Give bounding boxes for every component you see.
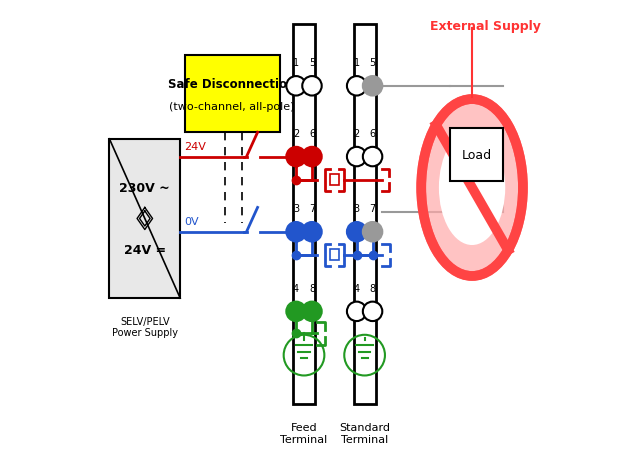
Circle shape — [363, 77, 382, 97]
Text: External Supply: External Supply — [430, 20, 541, 33]
Text: 1: 1 — [353, 58, 360, 68]
Ellipse shape — [439, 131, 505, 245]
Text: 0V: 0V — [185, 216, 199, 226]
Ellipse shape — [421, 100, 523, 276]
Bar — [450, 129, 503, 181]
Circle shape — [302, 302, 321, 322]
Bar — [330, 175, 339, 185]
Bar — [330, 250, 339, 261]
Text: 8: 8 — [369, 283, 376, 293]
Text: 5: 5 — [309, 58, 315, 68]
Circle shape — [302, 222, 321, 242]
Text: 2: 2 — [293, 129, 299, 138]
Circle shape — [286, 147, 306, 167]
Text: 4: 4 — [353, 283, 360, 293]
Circle shape — [286, 302, 306, 322]
Text: Feed
Terminal: Feed Terminal — [281, 422, 328, 443]
Circle shape — [302, 77, 321, 97]
Text: 24V =: 24V = — [124, 244, 166, 256]
Text: Standard
Terminal: Standard Terminal — [339, 422, 390, 443]
Circle shape — [363, 147, 382, 167]
Bar — [109, 139, 180, 299]
Text: 1: 1 — [293, 58, 299, 68]
Text: 8: 8 — [309, 283, 315, 293]
Text: 3: 3 — [293, 204, 299, 214]
Circle shape — [363, 222, 382, 242]
Circle shape — [347, 77, 366, 97]
Text: 6: 6 — [309, 129, 315, 138]
Text: (two-channel, all-pole): (two-channel, all-pole) — [169, 102, 295, 112]
Bar — [185, 56, 280, 133]
Circle shape — [347, 147, 366, 167]
Bar — [353, 25, 376, 405]
Circle shape — [363, 302, 382, 322]
Text: 7: 7 — [369, 204, 376, 214]
Text: Safe Disconnection: Safe Disconnection — [169, 78, 296, 91]
Text: 6: 6 — [369, 129, 376, 138]
Text: 2: 2 — [353, 129, 360, 138]
Text: 3: 3 — [353, 204, 360, 214]
Text: 7: 7 — [309, 204, 315, 214]
Circle shape — [347, 302, 366, 322]
Circle shape — [347, 222, 366, 242]
Text: Load: Load — [461, 148, 491, 161]
Text: 4: 4 — [293, 283, 299, 293]
Text: 24V: 24V — [185, 141, 206, 151]
Circle shape — [302, 147, 321, 167]
Circle shape — [286, 222, 306, 242]
Text: SELV/PELV
Power Supply: SELV/PELV Power Supply — [112, 316, 178, 338]
Circle shape — [286, 77, 306, 97]
Text: 230V ~: 230V ~ — [119, 182, 170, 194]
Text: 5: 5 — [369, 58, 376, 68]
Bar — [293, 25, 315, 405]
